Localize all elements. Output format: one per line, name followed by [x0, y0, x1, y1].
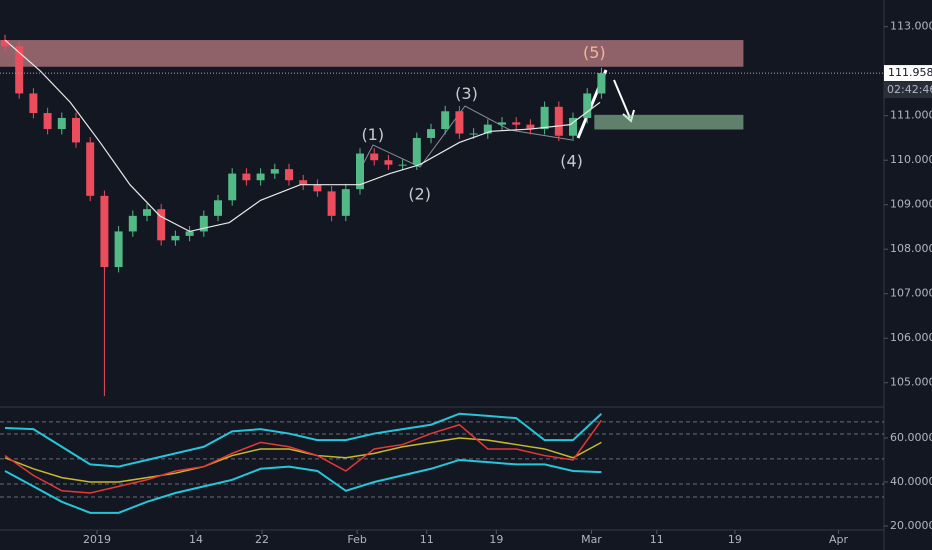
candle-body — [427, 129, 436, 138]
candle-body — [242, 173, 251, 181]
candle-body — [356, 153, 365, 190]
zone — [594, 114, 744, 130]
wave-path — [359, 105, 573, 171]
y-tick-label: 107.000 — [890, 287, 932, 300]
last-price-box — [884, 65, 932, 82]
y-tick-label: 60.0000 — [890, 431, 932, 444]
arrow — [613, 79, 631, 119]
y-tick-label: 113.000 — [890, 20, 932, 33]
wave-lines — [359, 105, 573, 171]
indicator-line — [4, 437, 602, 483]
indicator-line — [4, 458, 602, 514]
candle-body — [370, 153, 379, 161]
y-tick-label: 20.0000 — [890, 519, 932, 532]
candle-body — [455, 111, 464, 134]
candle-body — [157, 209, 166, 241]
candle-body — [43, 113, 52, 130]
candle-body — [554, 106, 563, 136]
x-tick-label: 11 — [420, 533, 434, 546]
candle-body — [199, 215, 208, 232]
wave-label: (4) — [560, 152, 583, 171]
y-tick-label: 108.000 — [890, 242, 932, 255]
candle-body — [398, 164, 407, 166]
wave-label: (3) — [455, 84, 478, 103]
y-tick-label: 40.0000 — [890, 475, 932, 488]
candle-body — [100, 195, 109, 268]
candle-body — [256, 173, 265, 181]
candle-body — [327, 191, 336, 216]
wave-label: (2) — [408, 184, 431, 203]
candle-body — [270, 169, 279, 174]
x-tick-label: Apr — [829, 533, 849, 546]
candle-body — [483, 124, 492, 134]
candle-body — [214, 200, 223, 216]
zone — [0, 40, 744, 67]
candle-body — [526, 124, 535, 130]
y-tick-label: 111.000 — [890, 109, 932, 122]
y-tick-label: 105.000 — [890, 376, 932, 389]
candle-body — [313, 184, 322, 192]
x-tick-label: 11 — [650, 533, 664, 546]
y-tick-label: 110.000 — [890, 153, 932, 166]
candle-body — [498, 122, 507, 125]
indicator-line — [4, 419, 603, 494]
wave-label: (5) — [583, 43, 606, 62]
y-tick-label: 109.000 — [890, 198, 932, 211]
y-tick-label: 106.000 — [890, 331, 932, 344]
candle-body — [15, 46, 24, 94]
candle-body — [86, 142, 95, 196]
x-tick-label: 19 — [489, 533, 503, 546]
candle-body — [512, 122, 521, 125]
x-tick-label: 22 — [255, 533, 269, 546]
moving-average — [4, 39, 601, 233]
candle-body — [185, 231, 194, 236]
x-tick-label: Mar — [581, 533, 602, 546]
x-tick-label: 19 — [728, 533, 742, 546]
x-tick-label: 14 — [189, 533, 203, 546]
candle-body — [583, 93, 592, 118]
countdown-box — [884, 82, 932, 99]
candle-body — [441, 111, 450, 130]
candle-body — [171, 235, 180, 241]
last-price-label: 111.958 — [888, 66, 932, 79]
candle-body — [0, 40, 9, 47]
candle-body — [540, 106, 549, 130]
candle-body — [228, 173, 237, 201]
candle-body — [412, 137, 421, 165]
candle-body — [29, 93, 38, 114]
candle-body — [143, 209, 152, 216]
candle-body — [384, 160, 393, 165]
candle-body — [341, 189, 350, 216]
x-tick-label: Feb — [347, 533, 366, 546]
x-tick-label: 2019 — [83, 533, 111, 546]
candle-body — [597, 73, 606, 94]
indicator-line — [4, 412, 603, 468]
wave-label: (1) — [361, 125, 384, 144]
candle-body — [285, 169, 294, 181]
countdown: 02:42:46 — [887, 83, 932, 96]
candle-body — [299, 180, 308, 185]
candle-body — [57, 117, 66, 130]
candle-body — [469, 133, 478, 135]
candle-body — [114, 231, 123, 268]
candle-body — [72, 117, 81, 143]
candle-body — [569, 117, 578, 136]
candle-body — [128, 215, 137, 232]
